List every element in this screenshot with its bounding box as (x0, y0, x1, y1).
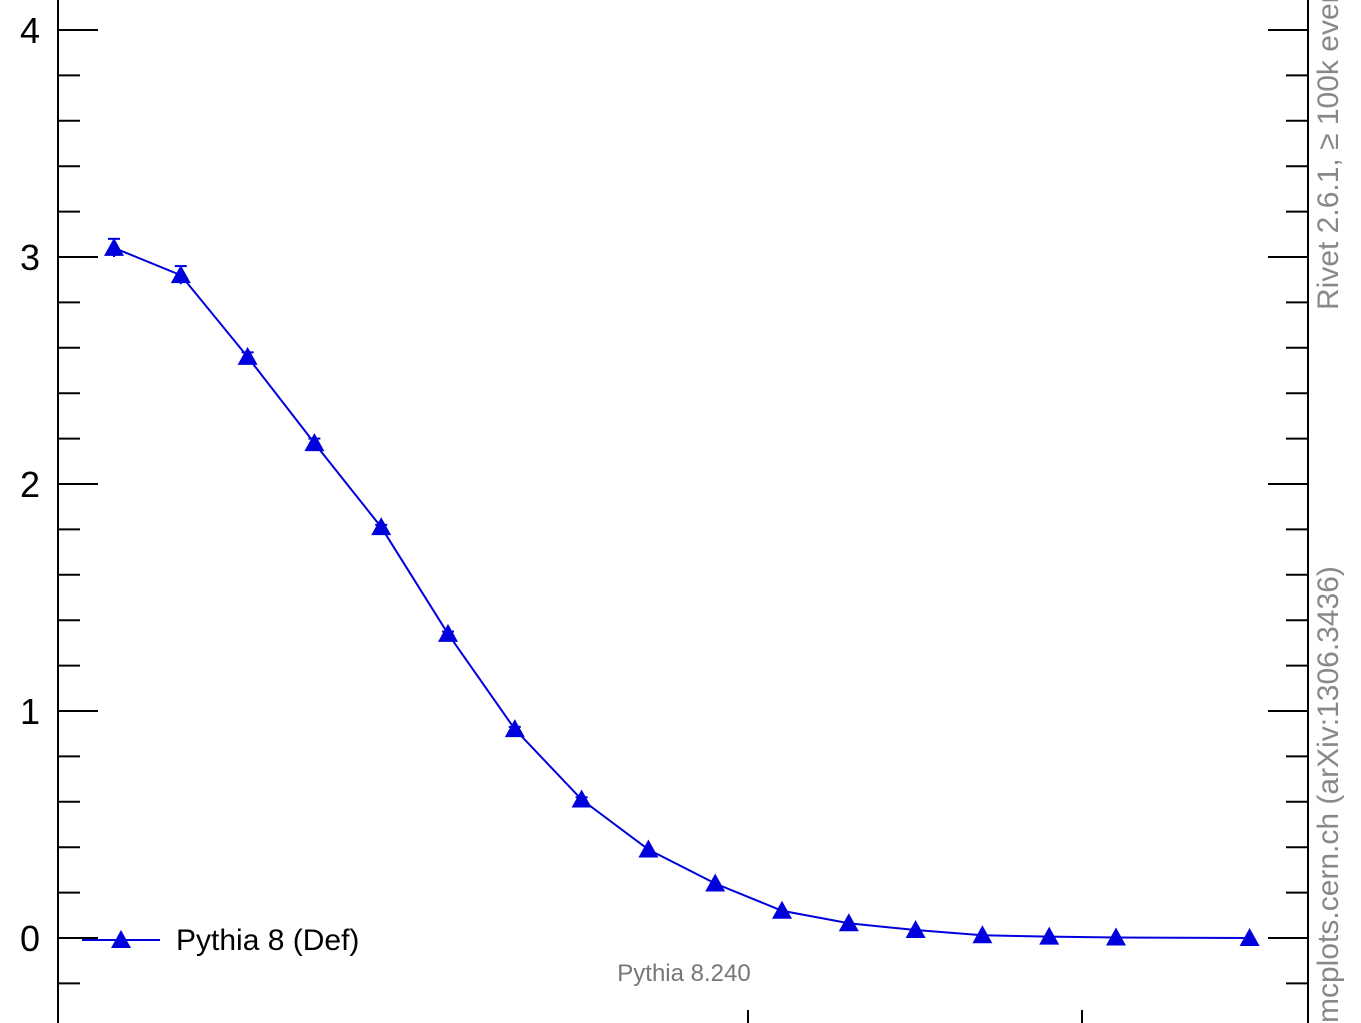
data-point-marker (705, 873, 726, 892)
data-point-marker (772, 900, 792, 919)
x-axis-ticks (747, 1010, 1083, 1023)
legend-label: Pythia 8 (Def) (176, 924, 359, 957)
y-tick-label: 4 (20, 10, 40, 51)
data-point-marker (972, 925, 993, 944)
data-point-marker (104, 237, 124, 256)
y-axis-tick-labels: 0 1 2 3 4 (20, 10, 40, 959)
data-point-marker (371, 517, 392, 536)
series-layer (104, 237, 1260, 946)
data-point-marker (638, 839, 659, 858)
generator-version: Pythia 8.240 (617, 960, 750, 987)
y-tick-label: 3 (20, 237, 40, 278)
side-label-top-group: Rivet 2.6.1, ≥ 100k events (1312, 0, 1345, 310)
data-point-marker (438, 623, 458, 642)
data-point-marker (838, 913, 859, 932)
data-point-marker (237, 346, 258, 365)
side-label-top: Rivet 2.6.1, ≥ 100k events (1312, 0, 1345, 310)
data-point-marker (905, 920, 926, 939)
data-point-marker (170, 265, 191, 284)
legend-marker (111, 930, 131, 948)
y-tick-label: 1 (20, 691, 40, 732)
data-point-marker (1239, 928, 1260, 946)
side-label-bottom: mcplots.cern.ch (arXiv:1306.3436) (1312, 566, 1345, 1023)
y-tick-label: 2 (20, 464, 40, 505)
data-point-marker (1039, 926, 1060, 945)
series-line (113, 246, 1250, 939)
data-point-marker (1106, 927, 1126, 946)
side-label-bottom-group: mcplots.cern.ch (arXiv:1306.3436) (1312, 566, 1345, 1023)
y-tick-label: 0 (20, 918, 40, 959)
data-point-marker (504, 719, 525, 738)
data-point-marker (304, 433, 325, 452)
data-point-marker (571, 789, 592, 808)
legend: Pythia 8 (Def) (82, 924, 359, 957)
y-axis-ticks (58, 29, 1308, 985)
